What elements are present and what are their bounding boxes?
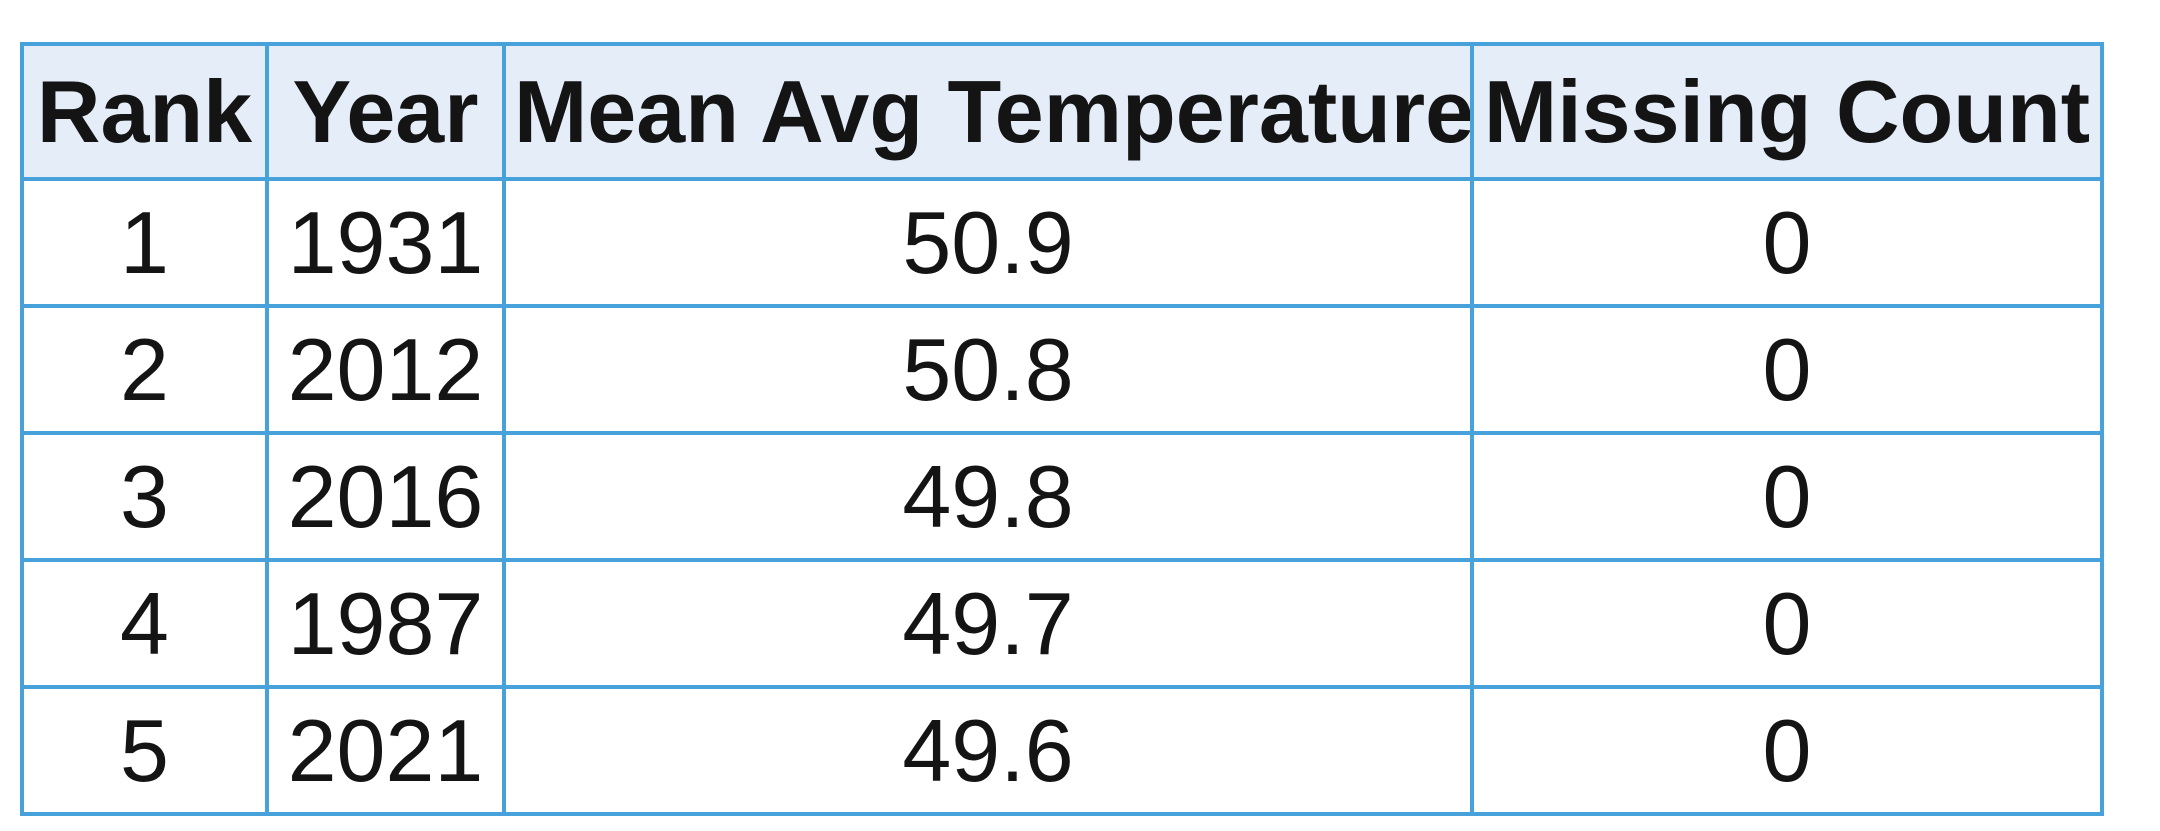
cell-missing-count: 0 xyxy=(1470,685,2104,816)
cell-rank: 1 xyxy=(20,177,269,308)
cell-rank: 4 xyxy=(20,558,269,689)
temperature-rank-table: Rank Year Mean Avg Temperature Missing C… xyxy=(20,42,2104,816)
table-row: 3 2016 49.8 0 xyxy=(20,431,2104,562)
table-row: 2 2012 50.8 0 xyxy=(20,304,2104,435)
cell-mean-avg-temperature: 50.9 xyxy=(502,177,1474,308)
cell-year: 1987 xyxy=(265,558,506,689)
cell-missing-count: 0 xyxy=(1470,558,2104,689)
table-row: 1 1931 50.9 0 xyxy=(20,177,2104,308)
header-cell-year: Year xyxy=(265,42,506,181)
cell-missing-count: 0 xyxy=(1470,431,2104,562)
header-cell-mean-avg-temperature: Mean Avg Temperature xyxy=(502,42,1474,181)
table-body: 1 1931 50.9 0 2 2012 50.8 0 3 2016 49.8 … xyxy=(20,177,2104,816)
header-cell-missing-count: Missing Count xyxy=(1470,42,2104,181)
header-row: Rank Year Mean Avg Temperature Missing C… xyxy=(20,42,2104,181)
cell-mean-avg-temperature: 49.8 xyxy=(502,431,1474,562)
cell-missing-count: 0 xyxy=(1470,177,2104,308)
cell-missing-count: 0 xyxy=(1470,304,2104,435)
table-row: 5 2021 49.6 0 xyxy=(20,685,2104,816)
cell-mean-avg-temperature: 49.7 xyxy=(502,558,1474,689)
cell-rank: 5 xyxy=(20,685,269,816)
cell-mean-avg-temperature: 50.8 xyxy=(502,304,1474,435)
cell-rank: 3 xyxy=(20,431,269,562)
table-header: Rank Year Mean Avg Temperature Missing C… xyxy=(20,42,2104,181)
cell-year: 2016 xyxy=(265,431,506,562)
cell-year: 2021 xyxy=(265,685,506,816)
header-cell-rank: Rank xyxy=(20,42,269,181)
cell-mean-avg-temperature: 49.6 xyxy=(502,685,1474,816)
cell-year: 2012 xyxy=(265,304,506,435)
table-row: 4 1987 49.7 0 xyxy=(20,558,2104,689)
cell-year: 1931 xyxy=(265,177,506,308)
cell-rank: 2 xyxy=(20,304,269,435)
